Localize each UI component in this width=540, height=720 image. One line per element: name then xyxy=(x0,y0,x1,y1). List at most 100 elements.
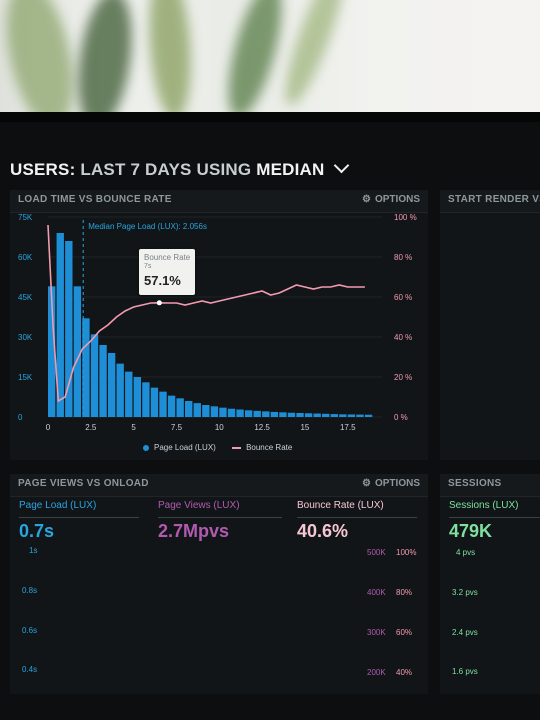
histogram-bar xyxy=(287,412,296,417)
y-tick-right: 40 % xyxy=(394,333,412,342)
title-part-users: USERS: xyxy=(10,160,76,179)
metric-value-page-views: 2.7Mpvs xyxy=(158,521,230,541)
metric-value-sessions: 479K xyxy=(449,521,493,541)
y-tick-left: 45K xyxy=(18,293,33,302)
metric-value-bounce: 40.6% xyxy=(297,521,349,541)
histogram-bar xyxy=(262,411,270,417)
legend-dot-icon xyxy=(143,444,149,451)
y-tick-right-views: 500K xyxy=(367,548,386,557)
histogram-bar xyxy=(48,286,56,417)
monitor-bezel xyxy=(0,112,540,124)
y-tick-left: 60K xyxy=(18,253,33,262)
x-tick: 12.5 xyxy=(254,423,270,432)
histogram-bar xyxy=(244,410,253,417)
histogram-bar xyxy=(193,403,201,417)
dashboard-title[interactable]: USERS: LAST 7 DAYS USING MEDIAN xyxy=(10,157,350,180)
histogram-bar xyxy=(296,413,304,417)
y-tick-left: 0 xyxy=(18,413,23,422)
y-tick-right-bounce: 40% xyxy=(396,668,413,677)
y-tick-right-views: 200K xyxy=(367,668,386,677)
gear-icon: ⚙ xyxy=(362,478,371,489)
title-part-using: USING xyxy=(196,160,252,179)
panel-header: START RENDER VS xyxy=(440,190,540,213)
options-label: OPTIONS xyxy=(374,194,420,205)
sessions-panel: SESSIONS xyxy=(440,474,540,694)
page-views-panel: PAGE VIEWS VS ONLOAD ⚙ OPTIONS xyxy=(10,474,428,694)
histogram-bar xyxy=(167,395,176,417)
median-annotation: Median Page Load (LUX): 2.056s xyxy=(88,222,207,231)
legend-item-page-load[interactable]: Page Load (LUX) xyxy=(143,443,216,452)
histogram-bar xyxy=(279,412,287,417)
bounce-rate-tooltip: Bounce Rate 7s 57.1% xyxy=(139,249,195,295)
panel-header: LOAD TIME VS BOUNCE RATE ⚙ OPTIONS xyxy=(10,190,428,213)
y-tick-left: 30K xyxy=(18,333,33,342)
histogram-bar xyxy=(330,414,338,417)
histogram-bar xyxy=(99,345,107,417)
tooltip-value: 57.1% xyxy=(144,273,181,288)
y-tick-left: 15K xyxy=(18,373,33,382)
histogram-bar xyxy=(185,401,193,417)
histogram-bar xyxy=(176,398,184,417)
metric-label-bounce: Bounce Rate (LUX) xyxy=(297,500,384,511)
panel-title: START RENDER VS xyxy=(448,194,540,205)
histogram-bar xyxy=(125,371,133,417)
metric-divider xyxy=(297,517,417,518)
metric-divider xyxy=(449,517,540,518)
x-tick: 10 xyxy=(215,423,224,432)
hover-point xyxy=(156,300,162,306)
options-button[interactable]: ⚙ OPTIONS xyxy=(362,478,420,489)
panel-header: SESSIONS xyxy=(440,474,540,497)
x-tick: 15 xyxy=(300,423,309,432)
y-tick-right: 60 % xyxy=(394,293,412,302)
y-tick-right-views: 400K xyxy=(367,588,386,597)
histogram-bar xyxy=(116,363,124,417)
histogram-bar xyxy=(364,414,373,417)
x-tick: 7.5 xyxy=(171,423,183,432)
bounce-rate-line xyxy=(47,224,365,403)
title-part-range: LAST 7 DAYS xyxy=(80,160,192,179)
histogram-bar xyxy=(150,387,159,417)
gear-icon: ⚙ xyxy=(362,194,371,205)
y-tick-right: 20 % xyxy=(394,373,412,382)
y-tick-left: 0.6s xyxy=(22,626,38,635)
metric-label-page-views: Page Views (LUX) xyxy=(158,500,240,511)
chart-legend: Page Load (LUX) Bounce Rate xyxy=(143,443,292,452)
sessions-y-tick: 1.6 pvs xyxy=(452,667,478,676)
histogram-bar xyxy=(56,233,64,417)
histogram-bar xyxy=(227,408,236,417)
metric-divider xyxy=(19,517,139,518)
y-tick-left: 0.4s xyxy=(22,665,38,674)
sessions-y-tick: 2.4 pvs xyxy=(452,628,478,637)
metric-label-page-load: Page Load (LUX) xyxy=(19,500,97,511)
y-tick-right-views: 300K xyxy=(367,628,386,637)
panel-header: PAGE VIEWS VS ONLOAD ⚙ OPTIONS xyxy=(10,474,428,497)
x-tick: 0 xyxy=(46,423,51,432)
metric-value-page-load: 0.7s xyxy=(19,521,55,541)
sessions-y-tick: 3.2 pvs xyxy=(452,588,478,597)
tooltip-sub: 7s xyxy=(144,263,152,270)
y-tick-left: 75K xyxy=(18,213,33,222)
histogram-bar xyxy=(133,377,142,417)
histogram-bar xyxy=(270,411,279,417)
legend-item-bounce[interactable]: Bounce Rate xyxy=(232,443,292,452)
background-plant-photo xyxy=(0,0,540,118)
x-tick: 2.5 xyxy=(85,423,97,432)
histogram-bar xyxy=(339,414,347,417)
options-button[interactable]: ⚙ OPTIONS xyxy=(362,194,420,205)
y-tick-right-bounce: 60% xyxy=(396,628,413,637)
y-tick-left: 0.8s xyxy=(22,586,38,595)
y-tick-right: 100 % xyxy=(394,213,417,222)
histogram-bar xyxy=(313,413,321,417)
options-label: OPTIONS xyxy=(374,478,420,489)
histogram-bar xyxy=(107,353,116,417)
histogram-bar xyxy=(347,414,356,417)
histogram-bar xyxy=(142,382,150,417)
histogram-bar xyxy=(82,318,90,417)
histogram-bar xyxy=(304,413,313,417)
histogram-bar xyxy=(210,406,219,417)
y-tick-right-bounce: 100% xyxy=(396,548,417,557)
y-tick-right: 0 % xyxy=(394,413,408,422)
tooltip-label: Bounce Rate xyxy=(144,253,191,262)
histogram-bar xyxy=(159,391,167,417)
sessions-y-tick: 4 pvs xyxy=(456,548,476,557)
